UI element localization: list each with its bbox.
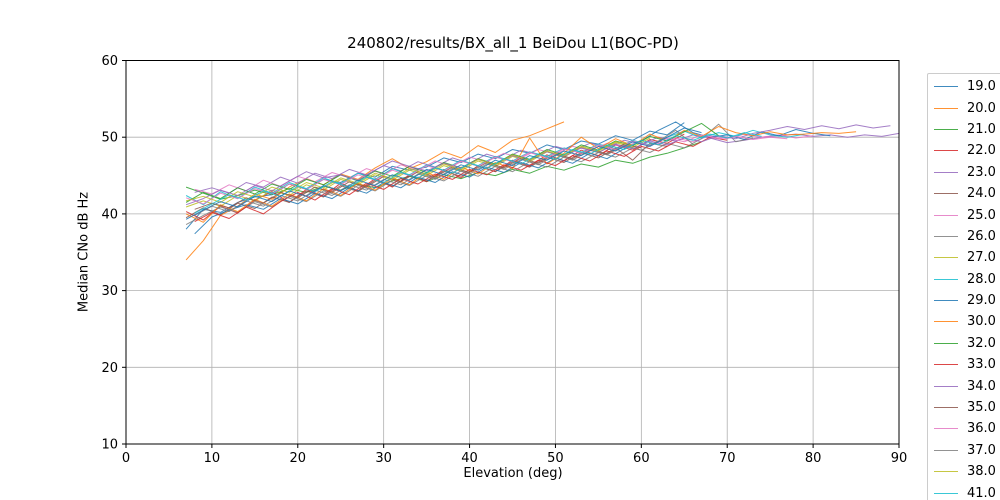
legend-item: 37.0 [934,440,1000,461]
legend-line-swatch [934,492,958,494]
legend-line-swatch [934,278,958,280]
legend-item: 24.0 [934,183,1000,204]
legend-label: 21.0 [967,121,996,137]
legend-item: 25.0 [934,204,1000,225]
series-line-28.0 [185,129,805,206]
legend-label: 35.0 [967,400,996,416]
legend-label: 38.0 [967,464,996,480]
x-tick-label: 90 [891,451,908,466]
y-tick-label: 10 [101,438,118,453]
legend-label: 30.0 [967,314,996,330]
legend: 19.0 20.0 21.0 22.0 23.0 24.0 25.0 26.0 27.0 28.0… [927,73,1000,500]
x-tick-label: 0 [122,451,130,466]
legend-label: 29.0 [967,293,996,309]
legend-line-swatch [934,214,958,216]
legend-item: 35.0 [934,397,1000,418]
legend-item: 32.0 [934,333,1000,354]
legend-label: 25.0 [967,207,996,223]
legend-item: 30.0 [934,311,1000,332]
legend-label: 33.0 [967,357,996,373]
legend-item: 21.0 [934,119,1000,140]
legend-line-swatch [934,342,958,344]
legend-line-swatch [934,235,958,237]
legend-item: 28.0 [934,269,1000,290]
legend-item: 41.0 [934,482,1000,500]
legend-item: 34.0 [934,375,1000,396]
legend-label: 23.0 [967,164,996,180]
legend-line-swatch [934,428,958,430]
legend-line-swatch [934,86,958,88]
x-axis-label: Elevation (deg) [463,466,563,481]
legend-line-swatch [934,193,958,195]
legend-line-swatch [934,257,958,259]
legend-label: 24.0 [967,186,996,202]
series-line-30.0 [185,126,857,223]
legend-line-swatch [934,321,958,323]
legend-label: 19.0 [967,79,996,95]
legend-label: 37.0 [967,442,996,458]
legend-label: 36.0 [967,421,996,437]
axes-spines [125,60,900,445]
series-line-33.0 [194,136,728,223]
legend-item: 38.0 [934,461,1000,482]
legend-item: 26.0 [934,226,1000,247]
legend-item: 36.0 [934,418,1000,439]
x-tick-label: 20 [290,451,307,466]
legend-item: 27.0 [934,247,1000,268]
legend-item: 33.0 [934,354,1000,375]
y-tick-label: 30 [101,284,118,299]
y-tick-label: 50 [101,131,118,146]
legend-line-swatch [934,150,958,152]
legend-label: 41.0 [967,485,996,500]
y-tick-label: 60 [101,54,118,69]
x-tick-label: 50 [547,451,564,466]
legend-label: 27.0 [967,250,996,266]
legend-line-swatch [934,449,958,451]
y-tick-label: 20 [101,361,118,376]
legend-item: 29.0 [934,290,1000,311]
x-tick-label: 40 [461,451,478,466]
legend-line-swatch [934,300,958,302]
x-tick-label: 80 [805,451,822,466]
legend-item: 23.0 [934,162,1000,183]
series-line-19.0 [185,122,685,230]
x-tick-label: 60 [633,451,650,466]
x-tick-label: 70 [719,451,736,466]
legend-line-swatch [934,407,958,409]
series-line-37.0 [194,129,694,216]
legend-line-swatch [934,385,958,387]
legend-line-swatch [934,171,958,173]
legend-item: 20.0 [934,97,1000,118]
legend-label: 22.0 [967,143,996,159]
legend-label: 20.0 [967,100,996,116]
legend-item: 19.0 [934,76,1000,97]
x-tick-label: 10 [204,451,221,466]
legend-label: 32.0 [967,335,996,351]
legend-label: 26.0 [967,228,996,244]
chart-title: 240802/results/BX_all_1 BeiDou L1(BOC-PD… [347,34,679,52]
legend-item: 22.0 [934,140,1000,161]
legend-line-swatch [934,107,958,109]
x-tick-label: 30 [375,451,392,466]
legend-label: 28.0 [967,271,996,287]
legend-line-swatch [934,364,958,366]
legend-line-swatch [934,471,958,473]
legend-label: 34.0 [967,378,996,394]
legend-line-swatch [934,128,958,130]
y-tick-label: 40 [101,207,118,222]
series-line-42.0 [185,127,702,220]
